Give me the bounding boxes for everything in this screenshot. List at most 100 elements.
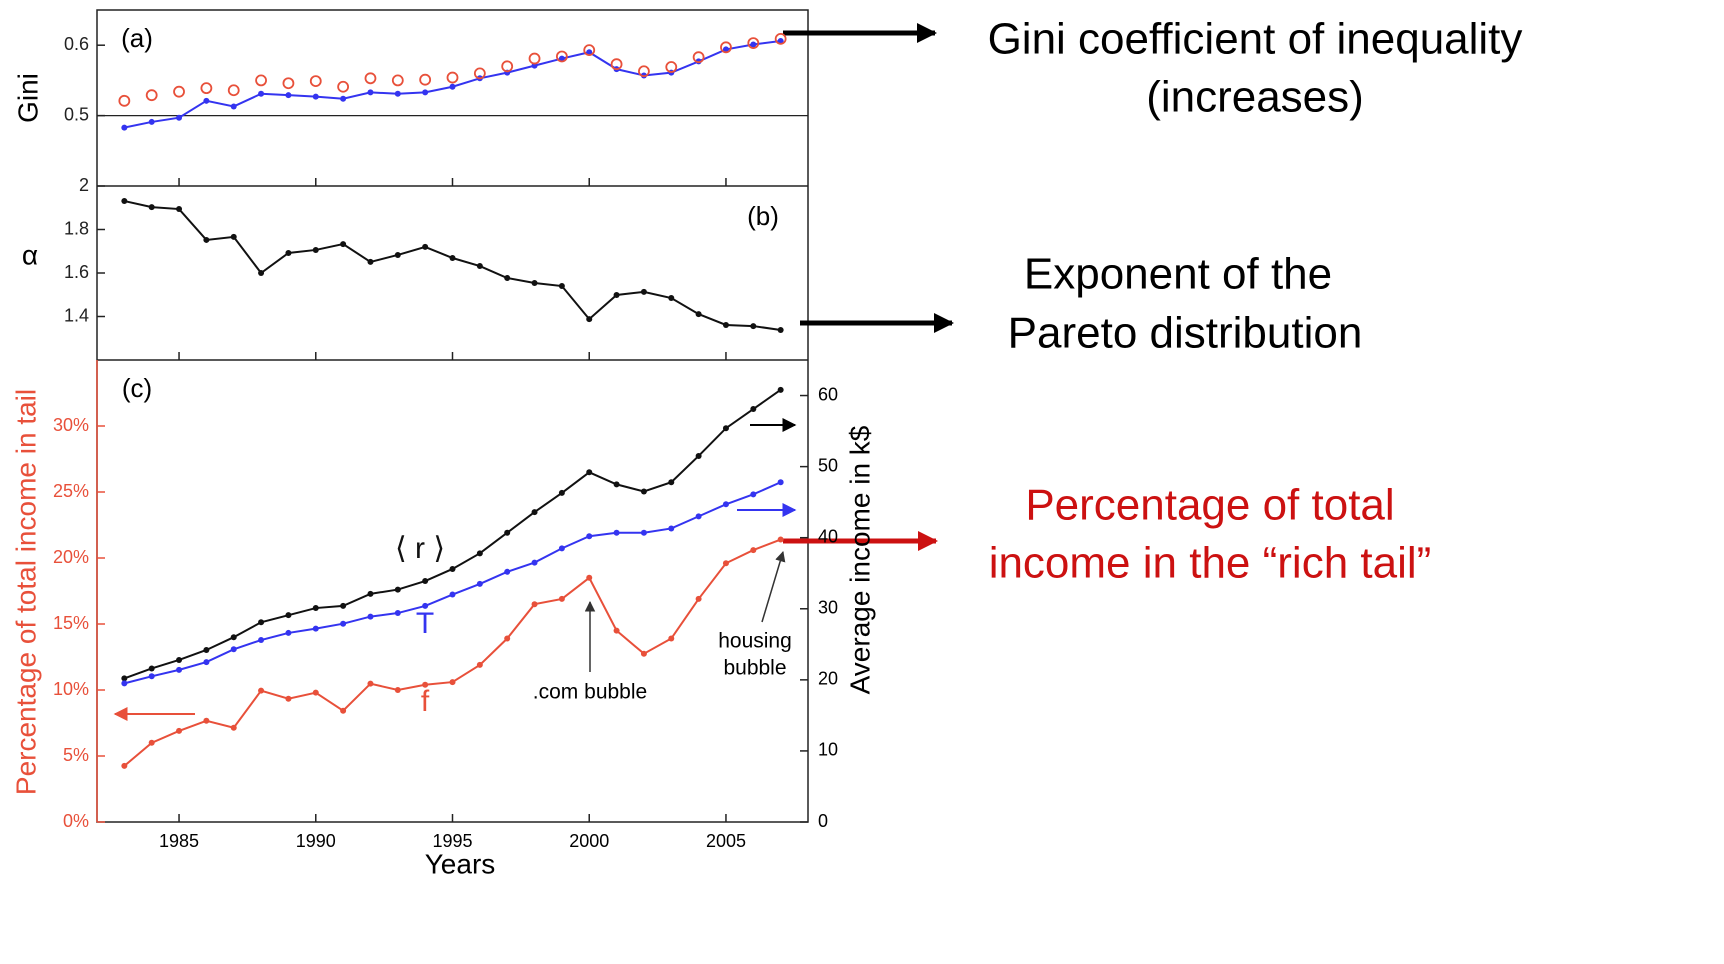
- data-point: [449, 565, 456, 572]
- data-point: [258, 619, 265, 626]
- y-tick-label: 30%: [53, 415, 89, 435]
- data-point: [258, 637, 265, 644]
- annotation: bubble: [723, 657, 786, 680]
- data-point: [121, 124, 128, 131]
- data-point: [203, 97, 210, 104]
- data-point: [750, 323, 757, 330]
- data-point: [340, 241, 347, 248]
- data-point: [722, 46, 729, 53]
- data-point: [504, 568, 511, 575]
- data-point: [367, 89, 374, 96]
- data-point: [176, 114, 183, 121]
- data-point: [695, 513, 702, 520]
- data-point: [121, 762, 128, 769]
- data-point: [695, 452, 702, 459]
- data-point: [285, 629, 292, 636]
- data-point: [613, 291, 620, 298]
- data-point: [449, 679, 456, 686]
- data-point: [777, 386, 784, 393]
- data-point: [121, 198, 128, 205]
- callout-text: Exponent of the: [1024, 250, 1332, 299]
- data-point: [367, 590, 374, 597]
- panel-label: (c): [122, 373, 152, 403]
- data-point: [203, 236, 210, 243]
- data-point: [148, 673, 155, 680]
- data-point: [668, 479, 675, 486]
- data-point: [203, 646, 210, 653]
- y2-tick-label: 50: [818, 455, 838, 475]
- data-point: [176, 727, 183, 734]
- data-point: [258, 90, 265, 97]
- data-point: [476, 263, 483, 270]
- data-point: [777, 536, 784, 543]
- data-point: [285, 612, 292, 619]
- data-point: [504, 529, 511, 536]
- callout-text: Pareto distribution: [1008, 309, 1363, 358]
- data-point: [668, 525, 675, 532]
- annotation: housing: [718, 630, 792, 653]
- y2-tick-label: 60: [818, 384, 838, 404]
- data-point: [476, 580, 483, 587]
- y2-tick-label: 20: [818, 669, 838, 689]
- data-point: [722, 560, 729, 567]
- data-point: [422, 243, 429, 250]
- data-point: [668, 635, 675, 642]
- y-axis-label: Gini: [12, 73, 43, 123]
- data-point: [449, 254, 456, 261]
- panel-label: (b): [747, 201, 779, 231]
- data-point: [148, 665, 155, 672]
- data-point: [586, 316, 593, 323]
- data-point: [476, 661, 483, 668]
- data-point: [449, 83, 456, 90]
- data-point: [394, 90, 401, 97]
- data-point: [312, 246, 319, 253]
- data-point: [777, 326, 784, 333]
- y2-tick-label: 40: [818, 526, 838, 546]
- data-point: [422, 602, 429, 609]
- y-tick-label: 10%: [53, 679, 89, 699]
- data-point: [312, 625, 319, 632]
- data-point: [531, 601, 538, 608]
- data-point: [504, 635, 511, 642]
- y2-axis-label: Average income in k$: [844, 425, 875, 694]
- y-tick-label: 1.8: [64, 218, 89, 238]
- data-point: [367, 680, 374, 687]
- data-point: [422, 578, 429, 585]
- data-point: [176, 206, 183, 213]
- data-point: [555, 50, 568, 63]
- data-point: [309, 75, 322, 88]
- data-point: [285, 92, 292, 99]
- series-label: f: [421, 685, 430, 718]
- data-point: [774, 32, 787, 45]
- data-point: [230, 103, 237, 110]
- data-point: [285, 695, 292, 702]
- data-point: [750, 547, 757, 554]
- data-point: [422, 681, 429, 688]
- data-point: [148, 204, 155, 211]
- data-point: [665, 61, 678, 73]
- data-point: [610, 58, 623, 71]
- x-axis-label: Years: [425, 848, 496, 879]
- data-point: [692, 51, 705, 64]
- data-point: [640, 650, 647, 657]
- data-point: [145, 89, 158, 102]
- y2-tick-label: 30: [818, 598, 838, 618]
- data-point: [340, 707, 347, 714]
- y-tick-label: 0%: [63, 811, 89, 831]
- data-point: [312, 605, 319, 612]
- data-point: [367, 258, 374, 265]
- series-line: [124, 481, 782, 685]
- data-point: [312, 689, 319, 696]
- annotation: .com bubble: [533, 681, 647, 704]
- data-point: [473, 67, 486, 80]
- data-point: [118, 94, 131, 107]
- data-point: [173, 85, 185, 98]
- x-tick-label: 2005: [706, 831, 746, 851]
- data-point: [312, 93, 319, 100]
- y-tick-label: 0.5: [64, 104, 89, 124]
- data-point: [531, 559, 538, 566]
- y-tick-label: 15%: [53, 613, 89, 633]
- data-point: [391, 74, 404, 87]
- data-point: [449, 591, 456, 598]
- data-point: [203, 717, 210, 724]
